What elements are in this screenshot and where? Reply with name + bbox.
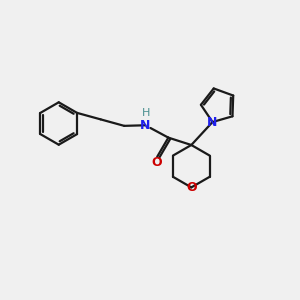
Text: O: O bbox=[186, 181, 196, 194]
Text: H: H bbox=[142, 109, 150, 118]
Text: N: N bbox=[207, 116, 218, 128]
Text: O: O bbox=[152, 156, 163, 169]
Text: N: N bbox=[140, 119, 151, 132]
